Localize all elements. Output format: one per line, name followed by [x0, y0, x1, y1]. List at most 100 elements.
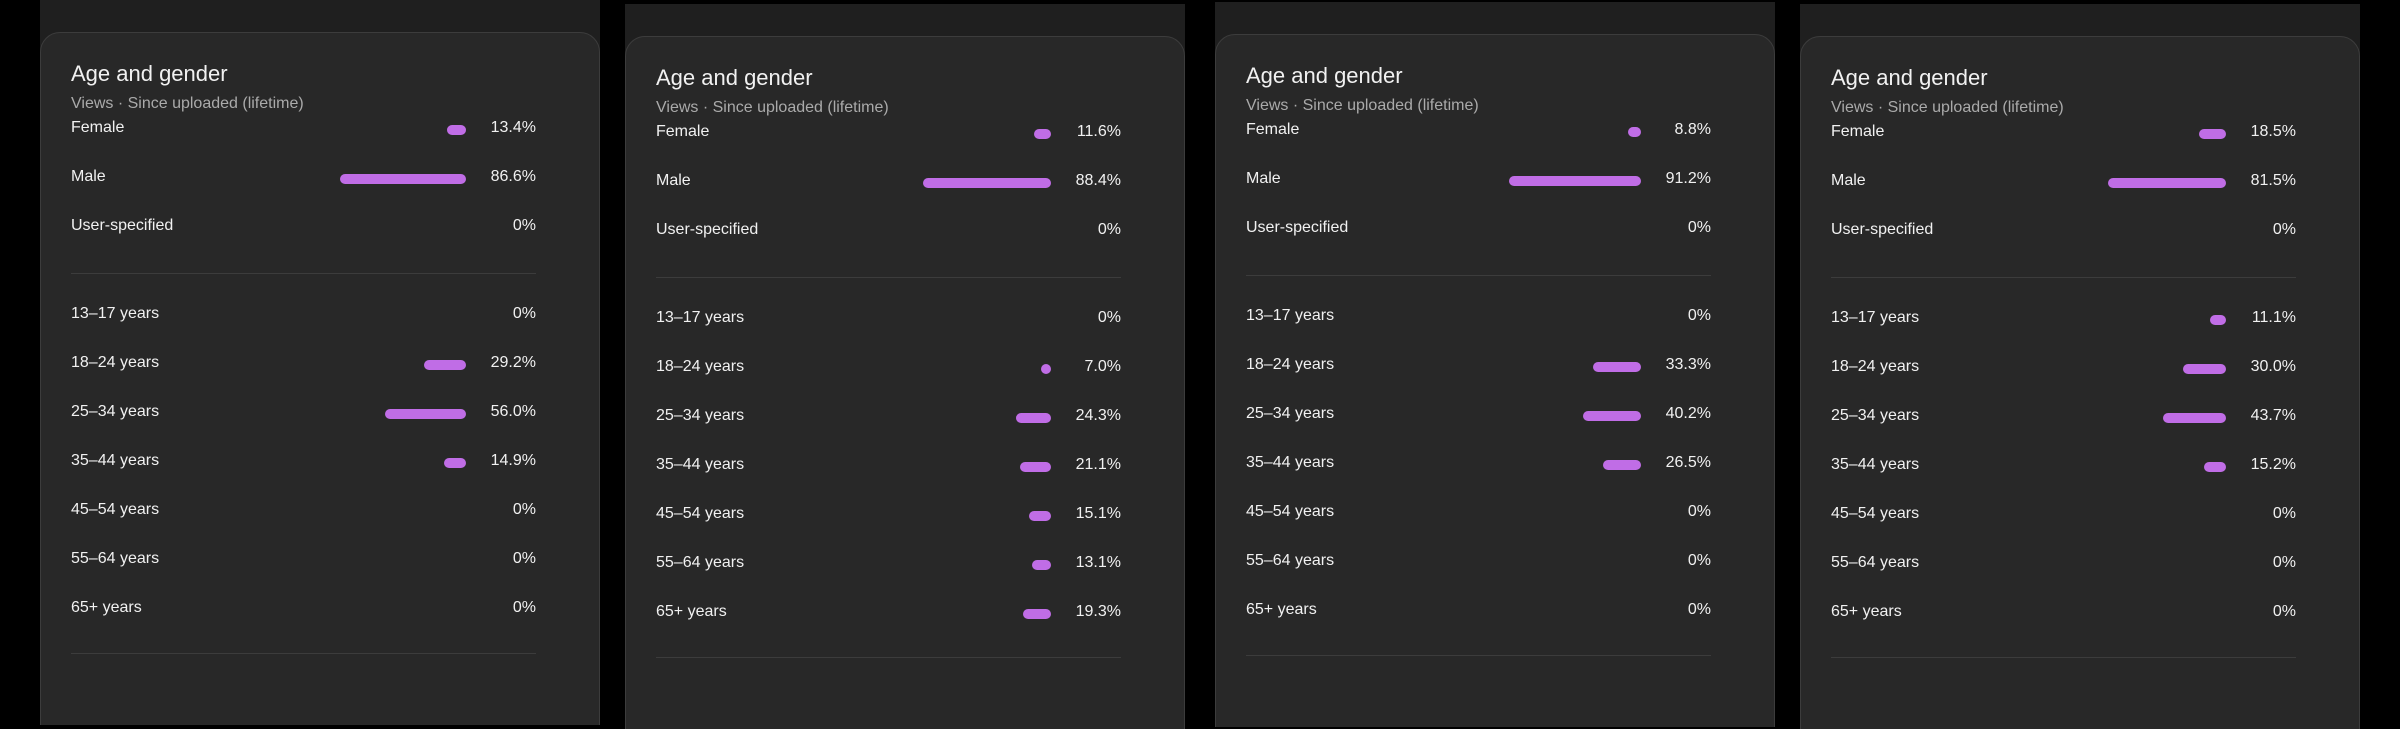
gender-row: Female 18.5%: [1831, 118, 2296, 148]
age-value: 0%: [1687, 552, 1711, 569]
gender-bar: [2199, 129, 2226, 139]
age-value: 40.2%: [1665, 405, 1711, 422]
age-label: 25–34 years: [1831, 407, 1920, 424]
gender-value: 0%: [1687, 219, 1711, 236]
age-label: 45–54 years: [1831, 505, 1920, 522]
age-value: 0%: [512, 501, 536, 518]
age-value: 0%: [512, 550, 536, 567]
age-row: 65+ years 0%: [71, 594, 536, 624]
gender-row: User-specified 0%: [1246, 214, 1711, 244]
section-divider: [656, 277, 1121, 278]
age-row: 55–64 years 0%: [1246, 547, 1711, 577]
age-row: 55–64 years 0%: [1831, 549, 2296, 579]
age-row: 65+ years 19.3%: [656, 598, 1121, 628]
section-divider: [1831, 277, 2296, 278]
age-gender-card: Age and gender Views · Since uploaded (li…: [1215, 34, 1775, 727]
age-bar: [1032, 560, 1051, 570]
age-bar: [1015, 413, 1051, 423]
age-row: 45–54 years 0%: [71, 496, 536, 526]
section-divider: [1246, 275, 1711, 276]
age-row: 55–64 years 13.1%: [656, 549, 1121, 579]
age-label: 65+ years: [71, 599, 142, 616]
age-label: 55–64 years: [656, 554, 745, 571]
age-value: 21.1%: [1075, 456, 1121, 473]
age-value: 19.3%: [1075, 603, 1121, 620]
analytics-panel-3: Age and gender Views · Since uploaded (li…: [1215, 2, 1775, 727]
age-value: 15.2%: [2250, 456, 2296, 473]
gender-row: Female 13.4%: [71, 114, 536, 144]
age-label: 45–54 years: [71, 501, 160, 518]
age-label: 35–44 years: [71, 452, 160, 469]
gender-bar: [1628, 127, 1641, 137]
age-row: 35–44 years 15.2%: [1831, 451, 2296, 481]
card-subtitle: Views · Since uploaded (lifetime): [1246, 97, 1479, 114]
section-divider: [71, 653, 536, 654]
age-row: 18–24 years 33.3%: [1246, 351, 1711, 381]
age-bar: [1602, 460, 1641, 470]
section-divider: [1246, 655, 1711, 656]
age-gender-card: Age and gender Views · Since uploaded (li…: [625, 36, 1185, 729]
gender-label: User-specified: [71, 217, 174, 234]
gender-value: 8.8%: [1674, 121, 1711, 138]
age-label: 18–24 years: [1246, 356, 1335, 373]
age-row: 25–34 years 24.3%: [656, 402, 1121, 432]
age-row: 65+ years 0%: [1831, 598, 2296, 628]
age-value: 29.2%: [490, 354, 536, 371]
gender-label: Male: [1246, 170, 1281, 187]
age-bar: [1029, 511, 1051, 521]
age-value: 0%: [512, 305, 536, 322]
age-row: 18–24 years 29.2%: [71, 349, 536, 379]
gender-label: Female: [1831, 123, 1885, 140]
age-label: 65+ years: [1831, 603, 1902, 620]
age-label: 18–24 years: [1831, 358, 1920, 375]
gender-bar: [1034, 129, 1051, 139]
gender-row: Male 86.6%: [71, 163, 536, 193]
age-row: 25–34 years 56.0%: [71, 398, 536, 428]
age-bar: [1023, 609, 1051, 619]
gender-value: 0%: [512, 217, 536, 234]
age-label: 13–17 years: [1831, 309, 1920, 326]
section-divider: [656, 657, 1121, 658]
age-row: 25–34 years 40.2%: [1246, 400, 1711, 430]
age-bar: [423, 360, 466, 370]
card-title: Age and gender: [1831, 65, 1988, 90]
age-bar: [1582, 411, 1641, 421]
age-bar: [1592, 362, 1641, 372]
age-bar: [1020, 462, 1051, 472]
age-bar: [1040, 364, 1051, 374]
age-label: 35–44 years: [656, 456, 745, 473]
gender-label: Male: [656, 172, 691, 189]
age-value: 15.1%: [1075, 505, 1121, 522]
age-value: 33.3%: [1665, 356, 1711, 373]
gender-bar: [446, 125, 466, 135]
age-bar: [2203, 462, 2226, 472]
age-row: 35–44 years 14.9%: [71, 447, 536, 477]
gender-label: User-specified: [1831, 221, 1934, 238]
age-label: 13–17 years: [1246, 307, 1335, 324]
gender-row: Male 91.2%: [1246, 165, 1711, 195]
gender-bar: [2107, 178, 2226, 188]
age-bar: [2209, 315, 2226, 325]
gender-bar: [1508, 176, 1641, 186]
age-label: 35–44 years: [1831, 456, 1920, 473]
age-bar: [444, 458, 466, 468]
age-label: 18–24 years: [656, 358, 745, 375]
age-value: 0%: [1097, 309, 1121, 326]
section-divider: [1831, 657, 2296, 658]
age-label: 45–54 years: [1246, 503, 1335, 520]
gender-value: 81.5%: [2250, 172, 2296, 189]
age-value: 43.7%: [2250, 407, 2296, 424]
gender-value: 88.4%: [1075, 172, 1121, 189]
age-row: 18–24 years 30.0%: [1831, 353, 2296, 383]
gender-row: User-specified 0%: [71, 212, 536, 242]
age-label: 18–24 years: [71, 354, 160, 371]
gender-row: Male 81.5%: [1831, 167, 2296, 197]
gender-value: 11.6%: [1076, 123, 1121, 140]
gender-label: Female: [71, 119, 125, 136]
age-row: 65+ years 0%: [1246, 596, 1711, 626]
card-title: Age and gender: [71, 61, 228, 86]
gender-value: 0%: [1097, 221, 1121, 238]
gender-value: 86.6%: [490, 168, 536, 185]
age-label: 45–54 years: [656, 505, 745, 522]
age-label: 55–64 years: [1246, 552, 1335, 569]
